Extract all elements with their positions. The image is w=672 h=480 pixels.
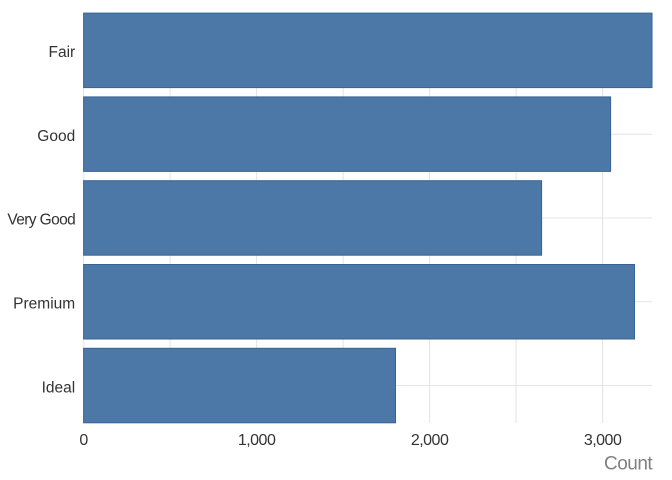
svg-text:0: 0 (79, 432, 88, 449)
svg-text:Fair: Fair (48, 44, 75, 61)
svg-text:1,000: 1,000 (238, 432, 276, 449)
svg-text:Ideal: Ideal (42, 379, 76, 396)
svg-text:Very Good: Very Good (7, 212, 75, 229)
svg-text:2,000: 2,000 (411, 432, 449, 449)
svg-text:3,000: 3,000 (584, 432, 622, 449)
svg-text:Count: Count (604, 453, 653, 474)
svg-text:Premium: Premium (13, 296, 75, 313)
svg-text:Good: Good (37, 128, 75, 145)
